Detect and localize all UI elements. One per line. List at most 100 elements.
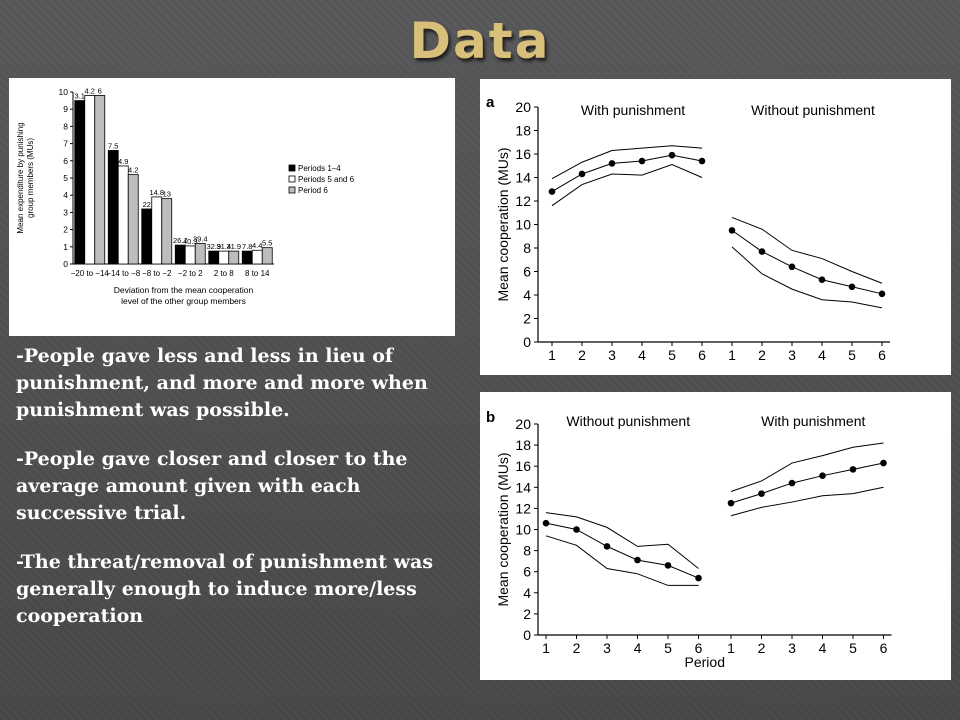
group-label: Without punishment [751, 102, 875, 118]
mean-point [758, 248, 766, 255]
y-tick-label: 2 [523, 606, 531, 622]
y-tick-label: 8 [523, 543, 531, 559]
mean-point [603, 543, 611, 550]
bar [161, 198, 173, 265]
legend-label: Period 6 [298, 186, 328, 195]
y-axis-title: Mean cooperation (MUs) [495, 147, 511, 301]
lower-bound-line [730, 486, 884, 517]
mean-point [818, 276, 826, 284]
x-tick-label: 5 [668, 347, 676, 363]
x-tick-label: 4 [819, 640, 827, 656]
bar [228, 250, 240, 265]
bar-data-label: 4.4 [252, 241, 262, 250]
bar-data-label: 32.9 [206, 242, 221, 251]
x-tick-label: 5 [848, 347, 856, 363]
x-tick-label: −8 to −2 [142, 269, 172, 278]
x-tick-label: 2 [573, 640, 581, 656]
x-tick-label: 1 [728, 347, 736, 363]
mean-point [848, 283, 856, 291]
bar-data-label: 3.1 [75, 92, 85, 101]
y-axis-title: Mean cooperation (MUs) [495, 452, 511, 606]
upper-bound-line [551, 145, 703, 180]
mean-point [849, 466, 857, 473]
lower-bound-line [545, 535, 699, 586]
legend-label: Periods 5 and 6 [298, 175, 355, 184]
y-tick-label: 12 [515, 193, 531, 209]
bar-data-label: 40.3 [183, 237, 198, 246]
bar-data-label: 4.2 [85, 86, 95, 95]
x-tick-label: 1 [548, 347, 556, 363]
x-tick-label: 2 to 8 [214, 269, 235, 278]
bar [94, 95, 106, 265]
bar [127, 174, 139, 265]
y-tick-label: 18 [515, 123, 531, 139]
x-tick-label: 6 [698, 347, 706, 363]
x-tick-label: 1 [542, 640, 550, 656]
upper-bound-line [731, 216, 883, 284]
mean-point [542, 519, 550, 527]
x-tick-label: 2 [578, 347, 586, 363]
mean-line [545, 522, 699, 579]
y-tick-label: 20 [515, 99, 531, 115]
x-tick-label: 3 [788, 347, 796, 363]
bar [208, 250, 220, 265]
x-tick-label: 4 [638, 347, 646, 363]
legend-swatch [288, 186, 296, 194]
mean-point [727, 499, 735, 507]
x-tick-label: 1 [727, 640, 735, 656]
y-tick-label: 4 [523, 585, 531, 601]
x-axis-title-line1: Deviation from the mean cooperation [114, 285, 254, 295]
mean-point [758, 490, 765, 497]
y-tick-label: 8 [63, 121, 68, 131]
mean-point [695, 574, 702, 582]
mean-point [548, 188, 556, 195]
bullet-item: -The threat/removal of punishment was ge… [16, 551, 434, 627]
bar [251, 249, 263, 265]
bar-data-label: 14.8 [149, 188, 164, 197]
y-tick-label: 16 [515, 146, 531, 162]
y-tick-label: 2 [63, 225, 68, 235]
y-tick-label: 7 [63, 139, 68, 149]
bar [74, 100, 86, 265]
mean-line [551, 154, 703, 193]
bar [241, 250, 253, 265]
mean-point [573, 526, 580, 533]
y-tick-label: 10 [59, 87, 69, 97]
mean-point [668, 151, 676, 159]
group-label: With punishment [761, 413, 865, 429]
x-tick-label: 6 [880, 640, 888, 656]
mean-point [880, 459, 887, 467]
bar [218, 250, 230, 265]
mean-point [638, 157, 646, 165]
bar-data-label: 5.5 [262, 239, 272, 248]
mean-point [788, 263, 796, 271]
group-label: Without punishment [566, 413, 690, 429]
bar-data-label: 7.5 [108, 141, 118, 150]
y-tick-label: 14 [515, 479, 531, 495]
x-tick-label: 6 [695, 640, 703, 656]
y-tick-label: 4 [523, 287, 531, 303]
y-tick-label: 4 [63, 190, 68, 200]
panel-label: a [486, 94, 495, 111]
y-tick-label: 0 [523, 334, 531, 350]
y-tick-label: 5 [63, 173, 68, 183]
mean-point [664, 562, 672, 569]
y-tick-label: 6 [523, 564, 531, 580]
bar [84, 95, 96, 265]
y-tick-label: 14 [515, 170, 531, 186]
bar-data-label: 31.4 [216, 242, 231, 251]
upper-bound-line [545, 512, 699, 569]
mean-line [730, 462, 884, 504]
mean-point [608, 160, 616, 167]
slide-title: Data [409, 12, 551, 70]
x-tick-label: 8 to 14 [245, 269, 270, 278]
x-tick-label: −20 to −14 [71, 269, 110, 278]
x-tick-label: 2 [758, 640, 766, 656]
y-tick-label: 2 [523, 311, 531, 327]
bar [184, 245, 196, 265]
bar [261, 247, 273, 265]
y-tick-label: 6 [523, 264, 531, 280]
y-tick-label: 10 [515, 522, 531, 538]
line-chart-a-panel: 0 2 4 6 8 10 12 14 16 18 20 1 2 3 4 5 6 With punishment 1 2… [480, 79, 951, 375]
